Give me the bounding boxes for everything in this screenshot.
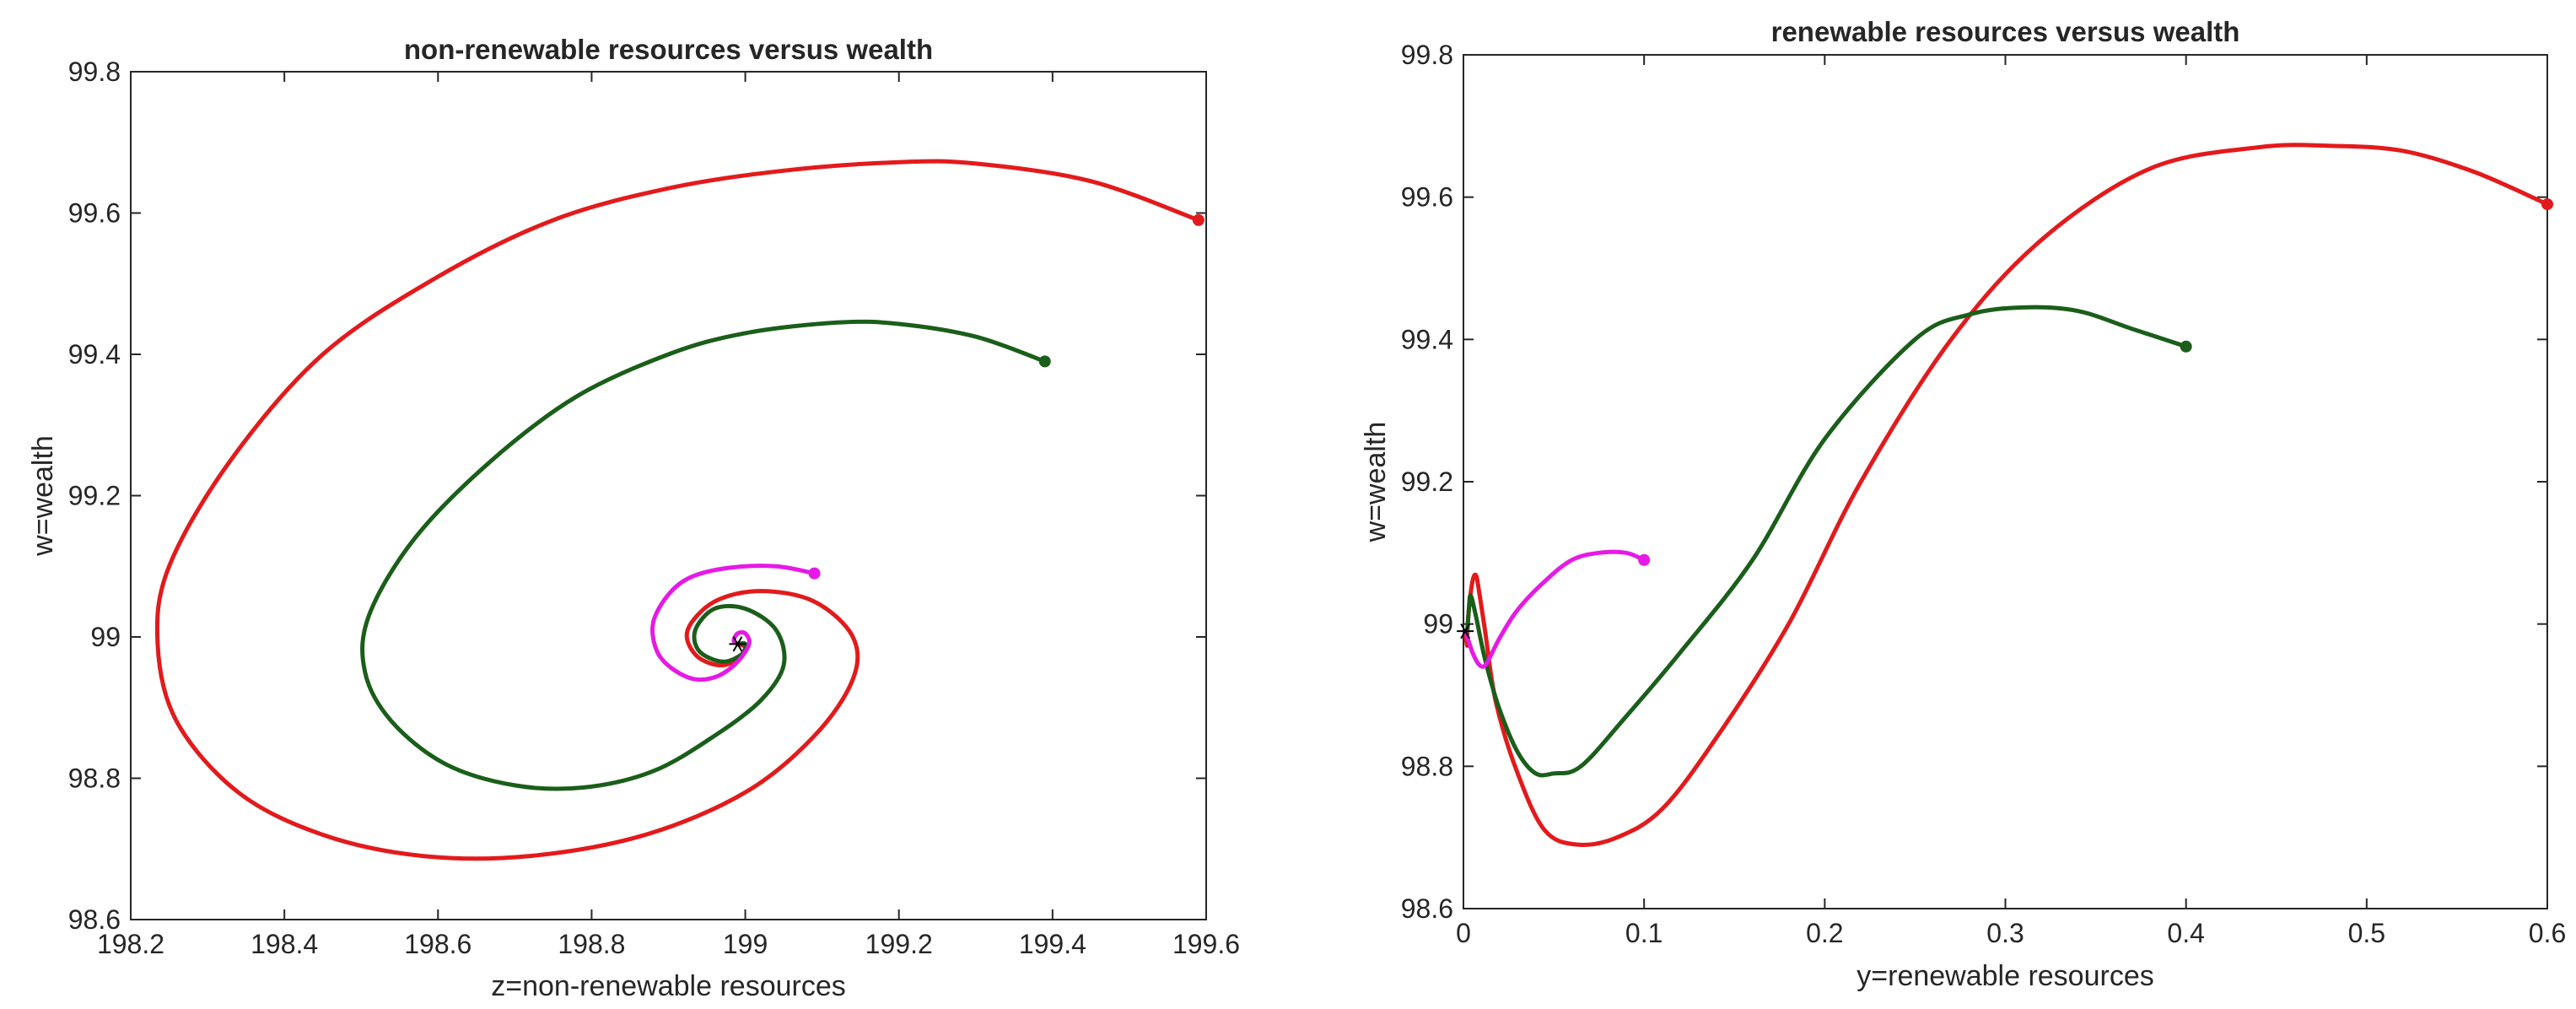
trajectory-red-line — [1463, 143, 2550, 847]
x-tick-label: 199.6 — [1172, 929, 1240, 959]
x-tick-label: 0 — [1456, 918, 1471, 948]
x-tick-label: 0.6 — [2529, 918, 2566, 948]
x-axis-label: z=non-renewable resources — [491, 970, 846, 1002]
y-tick-label: 99.6 — [68, 198, 121, 229]
y-tick-label: 99.4 — [68, 339, 121, 370]
x-tick-label: 199.2 — [865, 929, 933, 959]
equilibrium-marker — [729, 636, 746, 652]
chart-renewable: renewable resources versus wealth 0 0.1 0.… — [1360, 16, 2566, 992]
trajectory-magenta-start-marker — [808, 567, 821, 580]
y-tick-label: 99 — [90, 622, 121, 652]
y-tick-label: 98.6 — [1401, 893, 1453, 924]
y-tick-label: 99.4 — [1401, 324, 1453, 354]
y-tick-label: 99.8 — [1401, 40, 1453, 70]
x-tick-label: 0.4 — [2167, 918, 2204, 948]
x-tick-label: 0.1 — [1625, 918, 1663, 948]
trajectory-red-start-marker — [2541, 198, 2553, 211]
y-tick-label: 98.8 — [1401, 751, 1453, 781]
chart-title: renewable resources versus wealth — [1771, 16, 2240, 47]
y-axis-label: w=wealth — [1360, 422, 1392, 543]
x-tick-label: 199.4 — [1019, 929, 1086, 959]
x-tick-label: 0.5 — [2348, 918, 2385, 948]
x-tick-label: 198.4 — [251, 929, 318, 959]
x-tick-label: 0.2 — [1806, 918, 1843, 948]
x-tick-label: 198.6 — [404, 929, 472, 959]
trajectory-green-start-marker — [1038, 355, 1051, 368]
trajectory-green-line — [360, 319, 1048, 791]
x-tick-label: 198.8 — [558, 929, 625, 959]
x-tick-label: 199 — [723, 929, 768, 959]
y-axis-label: w=wealth — [27, 435, 59, 557]
y-tick-label: 99.8 — [68, 57, 121, 87]
x-axis-label: y=renewable resources — [1857, 960, 2153, 992]
y-tick-label: 99.2 — [1401, 467, 1453, 497]
trajectory-green-start-marker — [2180, 340, 2192, 353]
y-tick-label: 98.8 — [68, 763, 121, 794]
trajectory-magenta-line — [650, 564, 816, 683]
axis-ticks: 198.2 198.4 198.6 198.8 199 199.2 199.4 199.6 98… — [68, 57, 1240, 959]
y-tick-label: 99 — [1423, 609, 1453, 639]
trajectory-red-line — [154, 159, 1201, 861]
series-group — [1457, 143, 2553, 847]
x-tick-label: 198.2 — [97, 929, 164, 959]
equilibrium-marker — [1457, 623, 1474, 639]
y-tick-label: 99.6 — [1401, 182, 1453, 213]
x-tick-label: 0.3 — [1986, 918, 2024, 948]
chart-nonrenewable: non-renewable resources versus wealth 19… — [27, 34, 1240, 1002]
trajectory-green-line — [1463, 305, 2189, 778]
y-tick-label: 98.6 — [68, 904, 121, 935]
trajectory-red-start-marker — [1192, 213, 1204, 226]
trajectory-magenta-line — [1463, 549, 1646, 669]
y-tick-label: 99.2 — [68, 481, 121, 511]
trajectory-magenta-start-marker — [1638, 553, 1651, 566]
chart-title: non-renewable resources versus wealth — [404, 34, 933, 65]
axis-ticks: 0 0.1 0.2 0.3 0.4 0.5 0.6 98.6 98.8 99 99.2 99.4 99.… — [1401, 40, 2567, 948]
series-group — [154, 159, 1204, 861]
